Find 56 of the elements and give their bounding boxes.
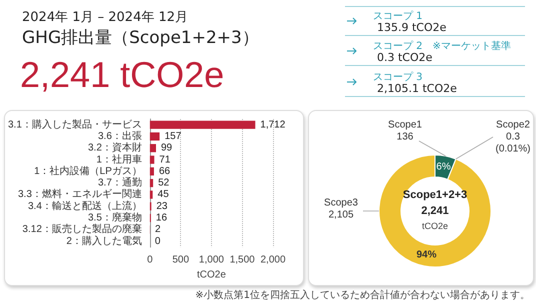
y-tick-label: 1：社用車 (96, 153, 142, 166)
text: スコープ 1 (373, 10, 423, 22)
bar (150, 132, 160, 141)
text: 2,241 (421, 205, 449, 217)
text: ※小数点第1位を四捨五入しているため合計値が合わない場合があります。 (195, 288, 530, 302)
y-tick-label: 2：購入した電気 (66, 234, 142, 247)
y-tick-label: 3.12：販売した製品の廃棄 (22, 223, 142, 236)
x-tick-label: 1,000 (198, 254, 224, 266)
text: 0.3 tCO2e (377, 51, 432, 64)
bar (150, 144, 156, 152)
text: GHG排出量（Scope1+2+3） (22, 27, 259, 49)
slice-label: Scope1 (388, 120, 422, 130)
y-tick-label: 3.1：購入した製品・サービス (8, 118, 142, 130)
data-label: 1,712 (260, 119, 286, 130)
bar (150, 167, 154, 176)
x-tick-label: 500 (172, 254, 190, 266)
text: 2,105.1 tCO2e (377, 82, 457, 95)
data-label: 71 (159, 154, 171, 166)
text: 94% (416, 250, 437, 261)
data-label: 66 (158, 166, 171, 177)
data-label: 136 (396, 132, 414, 142)
text: (0.01%) (495, 144, 531, 154)
data-label: 0 (154, 236, 161, 247)
x-axis-title: tCO2e (197, 270, 226, 280)
text: 6% (436, 161, 451, 172)
x-tick-label: 1,500 (230, 254, 256, 266)
y-tick-label: 3.6：出張 (98, 130, 142, 142)
bar (150, 120, 256, 129)
y-tick-label: 3.3：燃料・エネルギー関連 (18, 188, 142, 200)
text: 135.9 tCO2e (377, 21, 446, 34)
data-label: 16 (156, 212, 168, 224)
y-tick-label: 3.5：廃棄物 (88, 211, 142, 224)
data-label: 2,105 (328, 210, 354, 220)
bar (150, 190, 153, 199)
slice-label: Scope3 (324, 198, 358, 208)
bar (150, 156, 154, 164)
text: tCO2e (422, 221, 448, 231)
y-tick-label: 1：社内設備（LPガス） (34, 164, 142, 177)
x-tick-label: 2,000 (260, 254, 286, 266)
data-label: 157 (164, 130, 182, 142)
text: スコープ 2 ※マーケット基準 (373, 40, 511, 52)
data-label: 99 (160, 142, 173, 154)
bar (150, 178, 154, 188)
data-label: 45 (158, 189, 170, 200)
slice-label: Scope2 (496, 120, 530, 130)
text: 2,241 tCO2e (20, 54, 224, 96)
text: スコープ 3 (373, 70, 423, 84)
y-tick-label: 3.7：通勤 (98, 176, 142, 189)
y-tick-label: 3.2：資本財 (88, 142, 142, 154)
data-label: 52 (158, 178, 170, 189)
data-label: 23 (156, 200, 168, 212)
text: 2024年 1月 – 2024年 12月 (22, 9, 188, 26)
data-label: 2 (155, 224, 162, 236)
data-label: 0.3 (506, 132, 520, 142)
y-tick-label: 3.4：輸送と配送（上流） (28, 200, 142, 212)
x-tick-label: 0 (147, 254, 154, 266)
